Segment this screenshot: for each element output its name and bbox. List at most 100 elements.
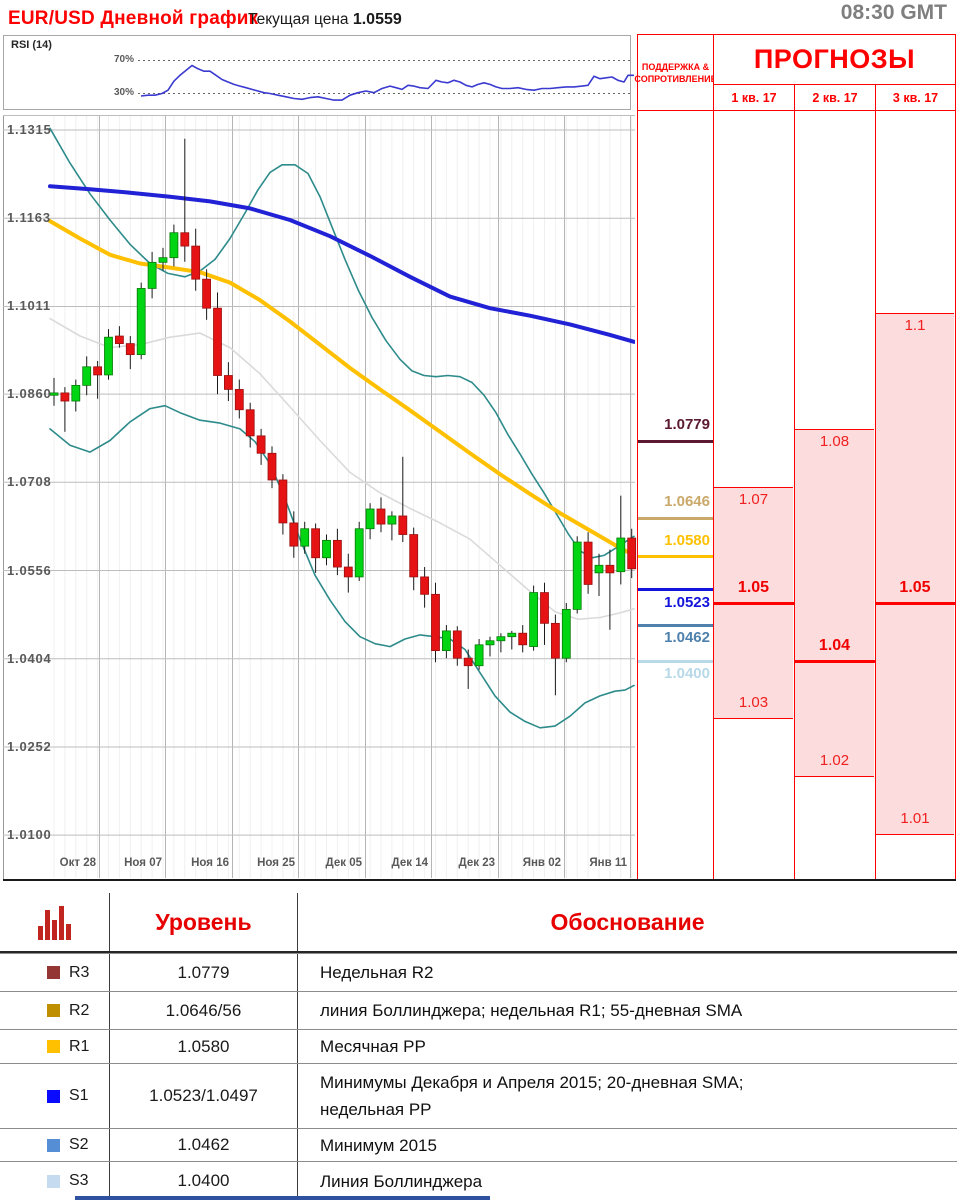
x-axis-label: Дек 23 xyxy=(458,857,495,869)
level-column-header: Уровень xyxy=(155,908,252,935)
forecast-band xyxy=(795,429,874,777)
sr-level-line xyxy=(638,588,713,591)
sr-level-line xyxy=(638,624,713,627)
levels-table-header-row: Уровень Обоснование xyxy=(0,893,957,953)
level-reason-cell: Недельная R2 xyxy=(320,963,434,982)
panel-border xyxy=(955,110,956,880)
x-axis-label: Дек 14 xyxy=(391,857,428,869)
panel-border xyxy=(794,110,795,880)
current-price-value: 1.0559 xyxy=(352,11,402,28)
level-row-S1: S1 1.0523/1.0497 Минимумы Декабря и Апреля… xyxy=(0,1063,957,1128)
chart-bottom-border xyxy=(3,879,956,881)
level-row-S2: S2 1.0462 Минимум 2015 xyxy=(0,1128,957,1161)
level-color-swatch xyxy=(47,1089,60,1103)
footer-bar xyxy=(75,1196,490,1200)
sr-level-label: 1.0462 xyxy=(664,629,710,646)
level-color-swatch xyxy=(47,966,60,979)
forecast-target-label: 1.04 xyxy=(818,637,851,654)
sr-level-label: 1.0779 xyxy=(664,416,710,433)
sr-level-line xyxy=(638,440,713,443)
level-value-cell: 1.0646/56 xyxy=(110,992,298,1029)
forecast-target-label: 1.05 xyxy=(737,579,770,596)
level-row-R2: R2 1.0646/56 линия Боллинджера; недельная … xyxy=(0,991,957,1029)
levels-table: Уровень Обоснование R3 1.0779 Недельная R2… xyxy=(0,893,957,1200)
level-row-R3: R3 1.0779 Недельная R2 xyxy=(0,953,957,991)
level-reason-cell: Линия Боллинджера xyxy=(320,1171,483,1191)
timestamp-gmt: 08:30 GMT xyxy=(840,1,947,24)
level-reason-cell: линия Боллинджера; недельная R1; 55-днев… xyxy=(320,1001,743,1020)
level-key-cell: R1 xyxy=(0,1030,110,1063)
rsi-70-label: 70% xyxy=(113,54,134,65)
x-axis-label: Дек 05 xyxy=(325,857,362,869)
forecast-band xyxy=(876,313,954,835)
y-axis-label: 1.1315 xyxy=(7,122,52,137)
forecast-q3-header: 3 кв. 17 xyxy=(875,84,956,111)
x-axis-label: Окт 28 xyxy=(59,857,96,869)
chart-left-border xyxy=(3,115,4,880)
level-key: R1 xyxy=(69,1037,90,1055)
level-color-swatch xyxy=(47,1138,60,1152)
panel-border xyxy=(713,110,714,880)
level-key: S3 xyxy=(69,1172,89,1189)
forecast-q2-header: 2 кв. 17 xyxy=(794,84,876,111)
x-axis-label: Ноя 25 xyxy=(257,857,295,869)
support-resistance-header: ПОДДЕРЖКА & СОПРОТИВЛЕНИЕ xyxy=(634,34,717,111)
sr-level-label: 1.0580 xyxy=(664,532,710,549)
forecast-low-label: 1.01 xyxy=(900,810,930,827)
y-axis-label: 1.0556 xyxy=(7,563,52,578)
level-value-cell: 1.0580 xyxy=(110,1030,298,1063)
page-title: EUR/USD Дневной график xyxy=(8,8,259,29)
sr-level-label: 1.0400 xyxy=(664,665,710,682)
sr-level-label: 1.0523 xyxy=(664,594,710,611)
panel-border xyxy=(875,110,876,880)
forecast-q1-header: 1 кв. 17 xyxy=(713,84,795,111)
chart-top-border xyxy=(3,115,635,116)
y-axis-label: 1.1163 xyxy=(7,210,51,225)
level-key-cell: R2 xyxy=(0,992,110,1029)
level-key: R2 xyxy=(69,1001,90,1019)
forecast-high-label: 1.07 xyxy=(738,491,769,508)
reason-column-header: Обоснование xyxy=(550,908,705,935)
forecast-target-line xyxy=(713,602,794,605)
rsi-indicator-label: RSI (14) xyxy=(11,39,52,51)
sr-level-line xyxy=(638,555,713,558)
forecast-high-label: 1.08 xyxy=(819,433,850,450)
y-axis-label: 1.0252 xyxy=(7,739,52,754)
level-value-cell: 1.0779 xyxy=(110,954,298,991)
level-row-R1: R1 1.0580 Месячная PP xyxy=(0,1029,957,1063)
level-color-swatch xyxy=(47,1174,60,1188)
x-axis-label: Янв 11 xyxy=(589,857,627,869)
level-color-swatch xyxy=(47,1004,60,1017)
panel-border xyxy=(637,110,638,880)
level-key: S2 xyxy=(69,1136,89,1153)
level-color-swatch xyxy=(47,1040,60,1053)
x-axis-label: Янв 02 xyxy=(522,857,561,869)
levels-icon-cell xyxy=(0,893,110,951)
y-axis-label: 1.0708 xyxy=(7,474,52,489)
level-row-S3: S3 1.0400 Линия Боллинджера xyxy=(0,1161,957,1200)
level-reason-cell: Минимум 2015 xyxy=(320,1135,437,1155)
forecast-target-label: 1.05 xyxy=(899,579,931,596)
forecast-target-line xyxy=(794,660,875,663)
y-axis-label: 1.1011 xyxy=(7,298,51,313)
forecast-low-label: 1.03 xyxy=(738,694,769,711)
level-key-cell: S1 xyxy=(0,1064,110,1128)
x-axis-label: Ноя 07 xyxy=(124,857,162,869)
bar-chart-icon xyxy=(38,904,71,940)
forecast-high-label: 1.1 xyxy=(904,317,926,334)
rsi-30-label: 30% xyxy=(113,87,134,98)
level-value-cell: 1.0462 xyxy=(110,1129,298,1161)
level-key-cell: R3 xyxy=(0,954,110,991)
rsi-panel xyxy=(3,35,631,110)
sr-level-line xyxy=(638,517,713,520)
current-price-label: Текущая цена xyxy=(248,11,349,28)
y-axis-label: 1.0860 xyxy=(7,386,52,401)
current-price: Текущая цена 1.0559 xyxy=(248,11,402,29)
forecast-header: ПРОГНОЗЫ xyxy=(713,34,956,85)
level-value-cell: 1.0523/1.0497 xyxy=(110,1064,298,1128)
forecast-low-label: 1.02 xyxy=(819,752,850,769)
forecast-target-line xyxy=(875,602,955,605)
y-axis-label: 1.0404 xyxy=(7,651,52,666)
level-key: S1 xyxy=(69,1087,89,1104)
